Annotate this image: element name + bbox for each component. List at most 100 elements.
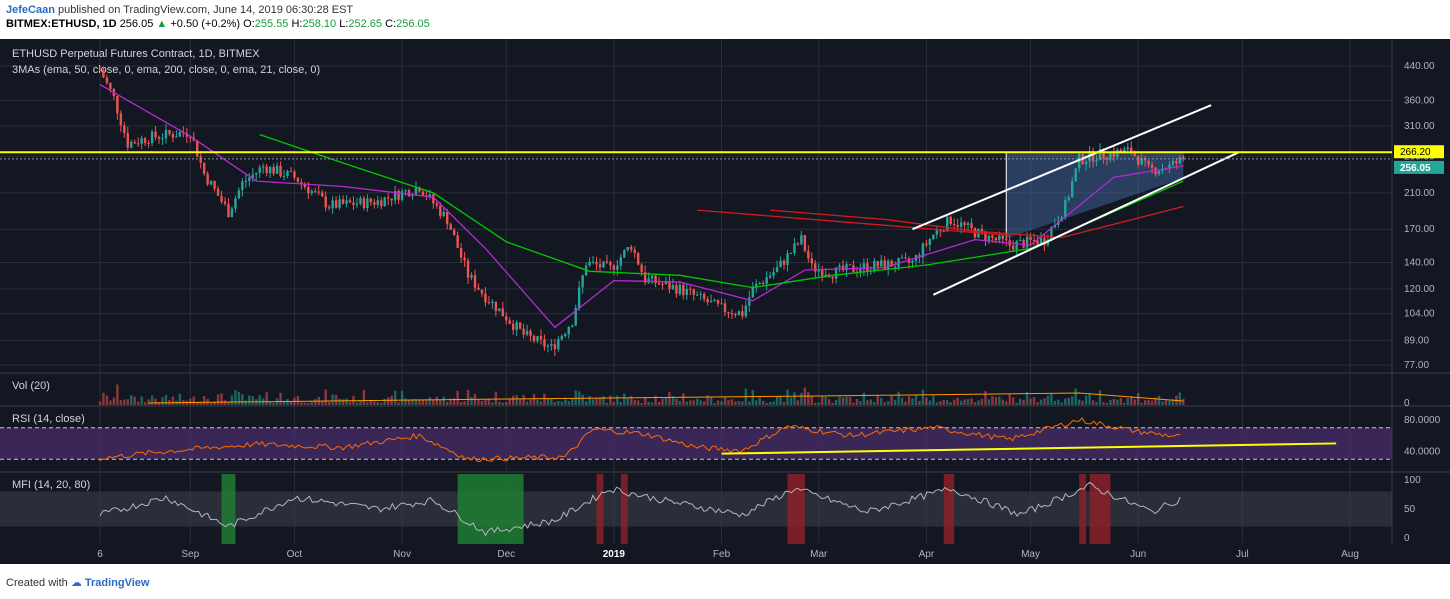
volume-bar (536, 400, 538, 405)
candle-body (640, 265, 642, 272)
volume-bar (929, 401, 931, 405)
candle-body (960, 222, 962, 226)
candle-body (463, 257, 465, 260)
candle-body (630, 247, 632, 250)
grid-lines (0, 39, 1392, 543)
price-tick-label: 120.00 (1404, 284, 1435, 295)
volume-bar (634, 400, 636, 405)
volume-bar (248, 395, 250, 405)
mfi-overbought-zone (1079, 474, 1086, 544)
candle-body (116, 96, 118, 113)
candle-body (269, 167, 271, 173)
volume-bar (842, 397, 844, 405)
candle-body (675, 285, 677, 294)
candle-body (554, 344, 556, 349)
volume-bar (477, 400, 479, 405)
volume-bar (585, 401, 587, 405)
candle-body (578, 287, 580, 308)
candle-body (533, 336, 535, 341)
candle-body (790, 253, 792, 254)
volume-bar (939, 401, 941, 405)
volume-bar (1012, 397, 1014, 405)
mfi-oversold-zone (458, 474, 524, 544)
high-value: 258.10 (302, 18, 336, 30)
volume-bar (1144, 400, 1146, 405)
volume-bar (443, 397, 445, 405)
volume-bar (911, 398, 913, 405)
tradingview-logo-icon: ☁ (71, 577, 82, 589)
volume-bar (1120, 398, 1122, 405)
volume-bar (394, 391, 396, 405)
candle-body (522, 329, 524, 335)
candle-body (1019, 240, 1021, 241)
volume-bar (991, 396, 993, 405)
volume-bar (783, 402, 785, 405)
candle-body (956, 225, 958, 227)
time-tick-label: Aug (1341, 549, 1359, 560)
candle-body (561, 336, 563, 339)
candle-body (838, 266, 840, 268)
candle-body (741, 311, 743, 316)
time-tick-label: Oct (287, 549, 303, 560)
volume-bar (574, 391, 576, 405)
volume-bar (814, 403, 816, 405)
candle-body (259, 167, 261, 172)
low-value: 252.65 (348, 18, 382, 30)
volume-bar (828, 399, 830, 405)
candle-body (387, 197, 389, 198)
candle-body (210, 181, 212, 184)
candle-body (946, 217, 948, 231)
volume-bar (696, 399, 698, 405)
candle-body (568, 327, 570, 334)
chart-svg[interactable]: 440.00360.00310.00260.00210.00170.00140.… (0, 39, 1450, 564)
chart-area[interactable]: 440.00360.00310.00260.00210.00170.00140.… (0, 39, 1450, 564)
volume-bar (1057, 400, 1059, 405)
volume-bar (1127, 398, 1129, 405)
volume-bar (481, 401, 483, 405)
candle-body (557, 339, 559, 349)
volume-bar (460, 402, 462, 405)
author-name[interactable]: JefeCaan (6, 4, 55, 16)
time-tick-label: Nov (393, 549, 411, 560)
volume-tick-label: 0 (1404, 398, 1410, 409)
time-tick-label: Apr (919, 549, 935, 560)
candle-body (401, 191, 403, 200)
candle-body (245, 181, 247, 182)
volume-bar (849, 397, 851, 405)
volume-bar (1113, 399, 1115, 405)
volume-bar (161, 397, 163, 405)
candle-body (380, 200, 382, 206)
volume-bar (491, 402, 493, 405)
candle-body (1012, 246, 1014, 250)
volume-bar (429, 397, 431, 405)
candle-body (772, 272, 774, 276)
candle-body (220, 196, 222, 202)
volume-bar (193, 396, 195, 405)
candle-body (467, 260, 469, 277)
candle-body (602, 261, 604, 267)
candle-body (720, 303, 722, 304)
candle-body (488, 302, 490, 303)
volume-bar (640, 403, 642, 405)
volume-bar (550, 399, 552, 405)
volume-bar (106, 395, 108, 405)
volume-bar (1068, 398, 1070, 405)
candle-body (519, 322, 521, 328)
tradingview-brand[interactable]: TradingView (85, 577, 150, 589)
time-tick-label: 2019 (603, 549, 626, 560)
volume-bar (967, 399, 969, 405)
candle-body (203, 163, 205, 174)
volume-bar (359, 401, 361, 405)
volume-bar (297, 396, 299, 405)
volume-bar (484, 400, 486, 405)
volume-bar (943, 400, 945, 405)
volume-bar (932, 395, 934, 405)
candle-body (272, 167, 274, 174)
chart-title: ETHUSD Perpetual Futures Contract, 1D, B… (12, 48, 260, 60)
volume-bar (866, 400, 868, 405)
candle-body (130, 142, 132, 148)
volume-bar (130, 395, 132, 405)
volume-bar (123, 400, 125, 405)
candle-body (477, 288, 479, 290)
candle-body (137, 143, 139, 144)
